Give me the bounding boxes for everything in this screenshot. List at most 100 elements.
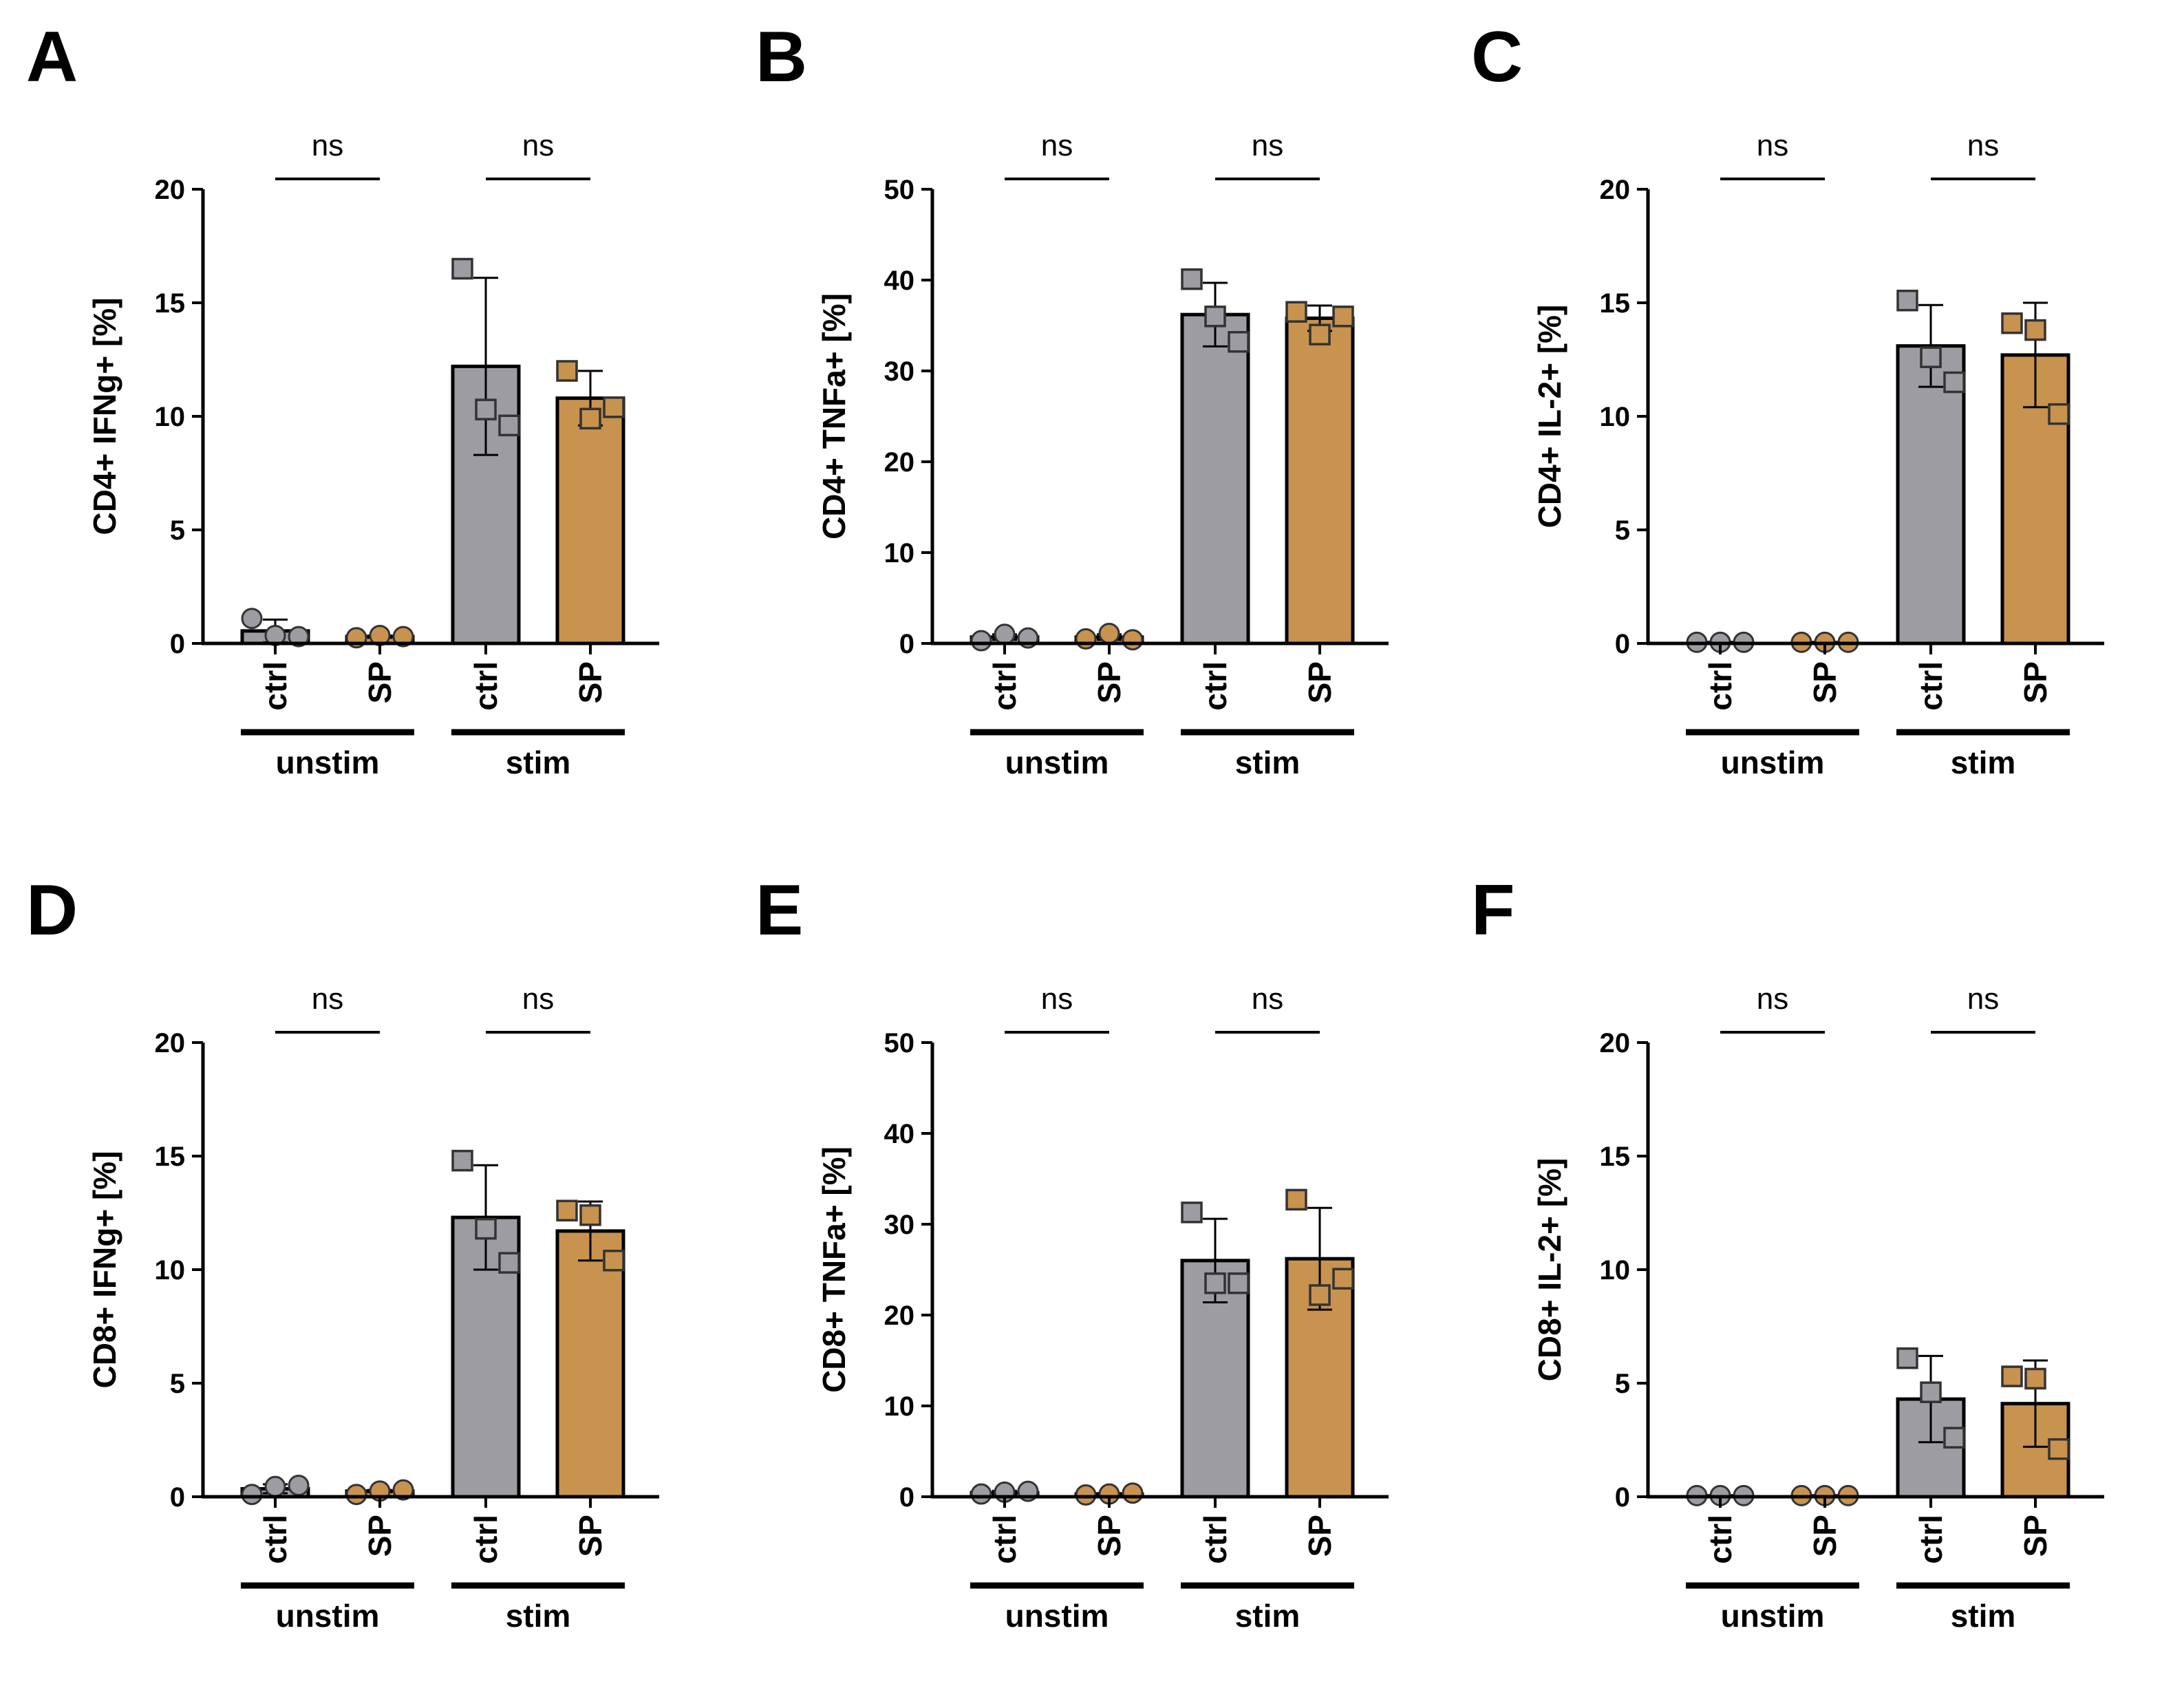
data-point	[556, 360, 578, 382]
category-label: ctrl	[257, 1515, 293, 1564]
group-label: stim	[1951, 1598, 2016, 1634]
data-point	[994, 623, 1016, 645]
data-point	[1181, 1202, 1203, 1224]
data-point	[392, 626, 414, 648]
data-point	[1309, 1284, 1331, 1306]
data-point	[1285, 1188, 1307, 1211]
bar-stim-SP	[1285, 316, 1355, 645]
y-axis-label: CD4+ IFNg+ [%]	[87, 297, 122, 535]
category-label: ctrl	[1702, 661, 1738, 711]
category-label: ctrl	[1702, 1515, 1738, 1564]
panel-letter: F	[1471, 871, 1515, 950]
y-tick-label: 50	[884, 175, 915, 205]
data-point	[603, 396, 625, 418]
significance-label: ns	[1967, 129, 1999, 162]
category-label: SP	[362, 661, 398, 703]
group-label: stim	[506, 745, 571, 780]
bar-stim-ctrl	[1180, 312, 1250, 645]
data-point	[1920, 1381, 1942, 1403]
data-point	[2001, 1365, 2023, 1387]
data-point	[264, 1475, 286, 1497]
y-tick-label: 15	[1600, 1142, 1631, 1172]
data-point	[1332, 1268, 1354, 1290]
panel-letter: B	[756, 17, 807, 97]
data-point	[556, 1199, 578, 1221]
data-point	[451, 257, 473, 280]
group-label: unstim	[1005, 1598, 1109, 1634]
y-tick-label: 10	[155, 1255, 186, 1285]
category-label: ctrl	[468, 661, 504, 711]
y-tick-label: 10	[884, 1391, 915, 1422]
data-point	[241, 608, 263, 630]
y-tick-label: 10	[1600, 1255, 1631, 1285]
data-point	[288, 1475, 310, 1496]
y-tick-label: 15	[155, 1142, 186, 1172]
category-label: ctrl	[1913, 661, 1949, 711]
panel-letter: C	[1471, 17, 1523, 97]
group-label: stim	[506, 1598, 571, 1634]
data-point	[970, 1483, 992, 1505]
panel-letter: D	[26, 871, 78, 950]
data-point	[392, 1479, 414, 1501]
panel-b: B CD4+ TNFa+ [%] 0 10 20 30 40 50 ctrl SP ctrl SP un…	[729, 0, 1445, 840]
data-point	[498, 414, 520, 436]
significance-label: ns	[1757, 129, 1788, 162]
y-tick-label: 20	[884, 447, 915, 478]
chart-svg: B CD4+ TNFa+ [%] 0 10 20 30 40 50 ctrl SP ctrl SP un…	[756, 17, 1389, 780]
chart-svg: D CD8+ IFNg+ [%] 0 5 10 15 20 ctrl SP ctrl SP unsti…	[26, 871, 659, 1634]
y-tick-label: 5	[1615, 515, 1630, 546]
y-tick-label: 0	[1615, 629, 1630, 659]
category-label: SP	[1091, 661, 1127, 703]
data-point	[2048, 403, 2070, 425]
y-tick-label: 5	[1615, 1369, 1630, 1399]
y-axis-label: CD8+ IL-2+ [%]	[1532, 1158, 1567, 1382]
group-label: stim	[1951, 745, 2016, 780]
data-point	[1098, 622, 1120, 644]
significance-label: ns	[1252, 982, 1283, 1016]
y-tick-label: 0	[899, 629, 914, 659]
y-tick-label: 30	[884, 356, 915, 387]
data-point	[579, 407, 601, 430]
panel-letter: E	[756, 871, 803, 950]
panel-c: C CD4+ IL-2+ [%] 0 5 10 15 20 ctrl SP ctrl SP unsti…	[1445, 0, 2161, 840]
y-tick-label: 5	[170, 515, 185, 546]
significance-label: ns	[522, 982, 554, 1016]
y-tick-label: 0	[899, 1482, 914, 1513]
group-label: unstim	[276, 1598, 380, 1634]
data-point	[2024, 319, 2046, 341]
y-tick-label: 15	[1600, 288, 1631, 319]
y-axis-label: CD4+ TNFa+ [%]	[816, 293, 852, 540]
bar-stim-ctrl	[1896, 344, 1966, 645]
data-point	[2001, 312, 2023, 334]
data-point	[475, 398, 497, 420]
data-point	[1122, 1482, 1144, 1504]
group-label: unstim	[276, 745, 380, 780]
data-point	[1920, 346, 1942, 368]
category-label: SP	[362, 1515, 398, 1557]
group-label: unstim	[1721, 745, 1825, 780]
y-tick-label: 40	[884, 1119, 915, 1149]
category-label: SP	[572, 1515, 608, 1557]
significance-label: ns	[1252, 129, 1283, 162]
significance-label: ns	[312, 129, 343, 162]
data-point	[1285, 301, 1307, 323]
significance-label: ns	[1041, 129, 1073, 162]
y-tick-label: 20	[1600, 175, 1631, 205]
panel-a: A CD4+ IFNg+ [%] 0 5 10 15 20 ctrl SP ctrl SP unsti…	[0, 0, 716, 840]
data-point	[579, 1204, 601, 1226]
data-point	[498, 1252, 520, 1274]
data-point	[451, 1149, 473, 1172]
data-point	[2024, 1367, 2046, 1390]
category-label: SP	[572, 661, 608, 703]
group-label: stim	[1235, 1598, 1301, 1634]
data-point	[1896, 1347, 1918, 1369]
data-point	[1204, 306, 1226, 328]
chart-svg: C CD4+ IL-2+ [%] 0 5 10 15 20 ctrl SP ctrl SP unsti…	[1471, 17, 2104, 780]
data-point	[288, 626, 310, 648]
group-label: unstim	[1005, 745, 1109, 780]
category-label: SP	[1807, 1515, 1843, 1557]
data-point	[1943, 371, 1965, 394]
y-tick-label: 10	[884, 538, 915, 568]
data-point	[970, 630, 992, 652]
y-tick-label: 0	[1615, 1482, 1630, 1513]
